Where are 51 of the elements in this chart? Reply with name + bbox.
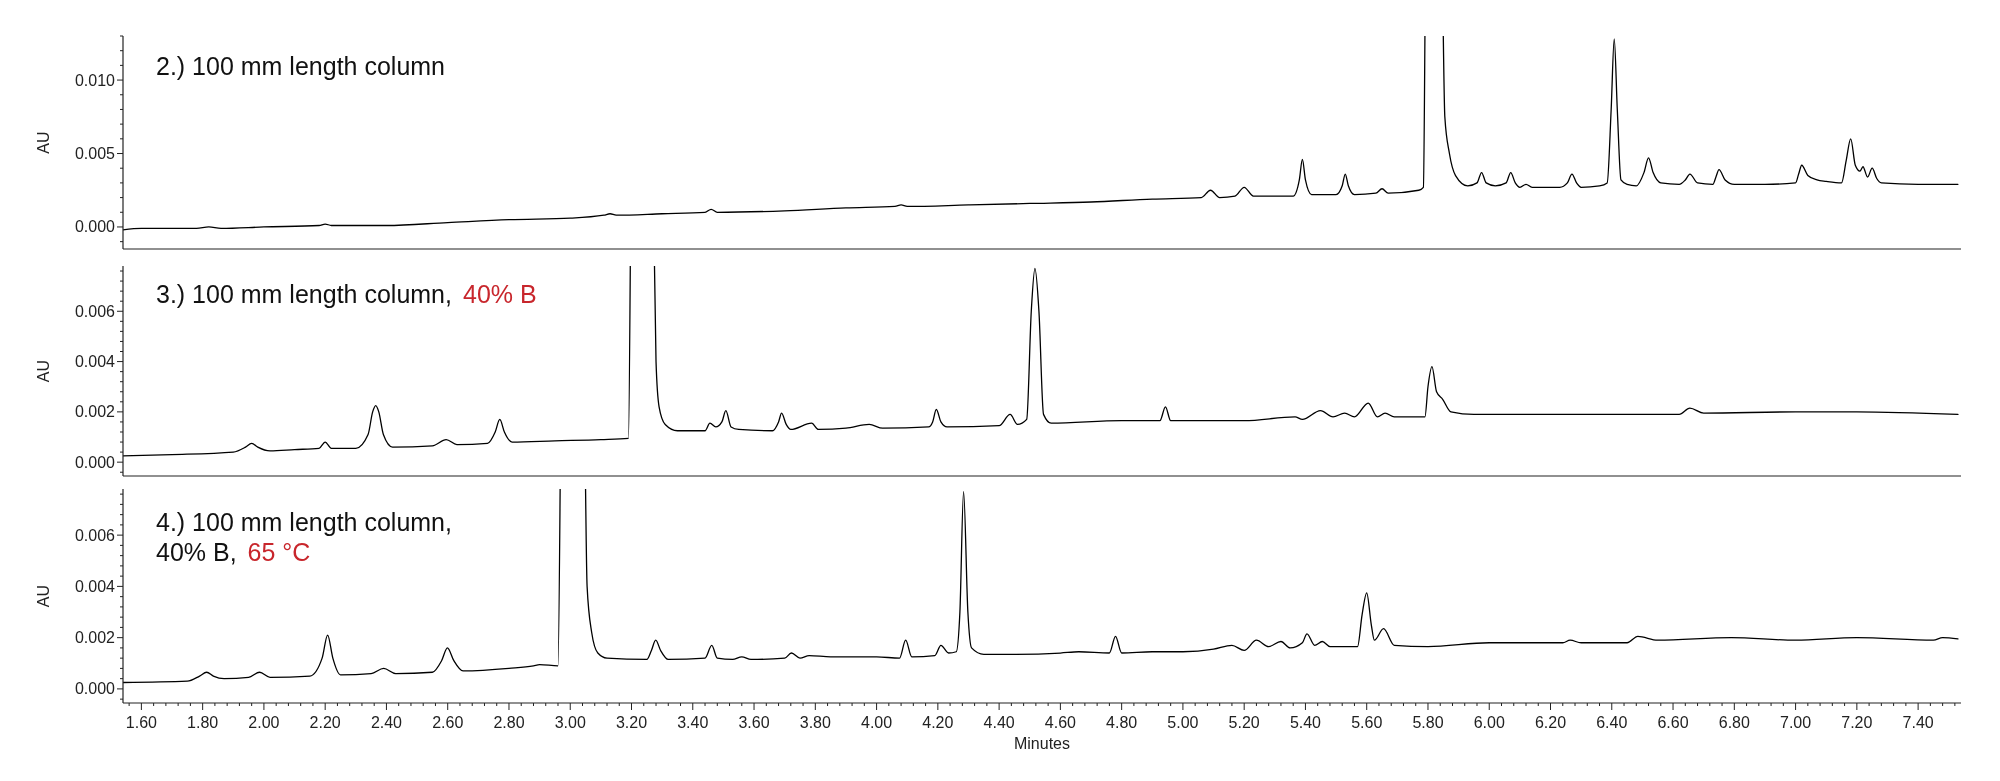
- x-tick-label: 3.00: [554, 714, 586, 731]
- x-tick-label: 3.40: [677, 714, 709, 731]
- x-tick-label: 4.80: [1106, 714, 1138, 731]
- y-axis-title: AU: [34, 359, 52, 383]
- x-tick-label: 6.20: [1534, 714, 1567, 731]
- x-tick-label: 5.40: [1289, 714, 1322, 731]
- y-tick-label: 0.006: [74, 302, 116, 320]
- x-tick-label: 3.80: [799, 714, 831, 731]
- x-tick-label: 5.00: [1167, 714, 1199, 731]
- x-tick-label: 6.60: [1657, 714, 1689, 731]
- x-tick-label: 2.40: [370, 714, 403, 731]
- y-tick-label: 0.004: [74, 353, 116, 371]
- x-tick-label: 6.80: [1718, 714, 1750, 731]
- y-tick-label: 0.010: [74, 71, 116, 89]
- annotation: 65 °C: [247, 538, 311, 566]
- y-tick-label: 0.000: [74, 680, 116, 698]
- x-tick-label: 4.20: [922, 714, 954, 731]
- x-tick-label: 4.60: [1044, 714, 1077, 731]
- x-tick-label: 5.80: [1412, 714, 1444, 731]
- y-tick-label: 0.002: [74, 629, 116, 647]
- text: 4.) 100 mm length column,: [156, 507, 452, 537]
- x-tick-label: 3.60: [738, 714, 770, 731]
- text: 3.) 100 mm length column,: [156, 280, 452, 308]
- text: 40% B,: [156, 538, 237, 566]
- x-tick-label: 2.20: [309, 714, 341, 731]
- y-tick-label: 0.002: [74, 403, 116, 421]
- y-axis-title: AU: [34, 584, 52, 608]
- y-tick-label: 0.000: [74, 218, 116, 236]
- x-tick-label: 5.20: [1228, 714, 1260, 731]
- x-tick-label: 7.40: [1902, 714, 1934, 731]
- x-tick-label: 4.40: [983, 714, 1015, 731]
- x-tick-label: 5.60: [1351, 714, 1383, 731]
- x-tick-label: 1.80: [187, 714, 219, 731]
- x-axis-title: Minutes: [1013, 734, 1071, 752]
- x-tick-label: 7.00: [1780, 714, 1812, 731]
- x-tick-label: 1.60: [125, 714, 158, 731]
- x-tick-label: 6.40: [1596, 714, 1628, 731]
- x-tick-label: 7.20: [1841, 714, 1873, 731]
- x-tick-label: 6.00: [1473, 714, 1505, 731]
- x-tick-label: 3.20: [615, 714, 648, 731]
- x-tick-label: 2.00: [248, 714, 280, 731]
- y-tick-label: 0.004: [74, 577, 116, 595]
- annotation: 40% B: [462, 280, 537, 308]
- x-tick-label: 2.60: [432, 714, 464, 731]
- text: 2.) 100 mm length column: [156, 51, 446, 80]
- x-tick-label: 4.00: [861, 714, 893, 731]
- x-tick-label: 2.80: [493, 714, 525, 731]
- y-axis-title: AU: [34, 131, 52, 154]
- y-tick-label: 0.005: [74, 145, 116, 163]
- y-tick-label: 0.006: [74, 526, 116, 544]
- y-tick-label: 0.000: [74, 453, 116, 471]
